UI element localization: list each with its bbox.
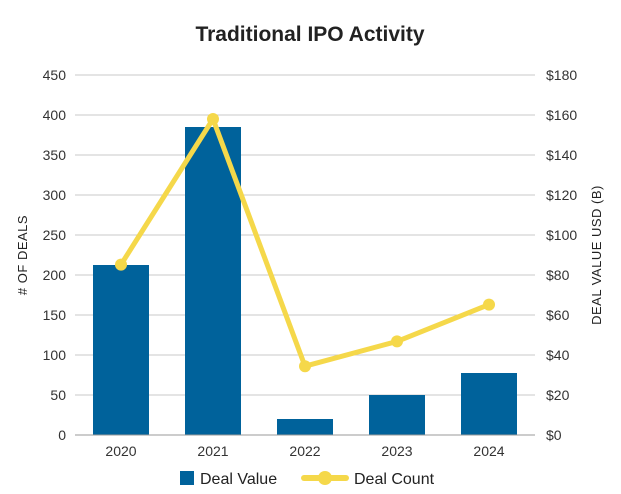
- legend-swatch-deal-count-marker: [318, 471, 332, 485]
- legend-label-deal-value: Deal Value: [200, 471, 277, 488]
- x-tick-label: 2022: [289, 443, 320, 459]
- right-tick-label: $80: [546, 267, 570, 283]
- point-deal-count: [115, 258, 127, 271]
- right-tick-label: $140: [546, 147, 577, 163]
- legend-label-deal-count: Deal Count: [354, 471, 435, 488]
- bar-deal-value: [461, 373, 517, 435]
- x-tick-label: 2021: [197, 443, 228, 459]
- left-axis-title: # OF DEALS: [15, 215, 30, 295]
- left-axis-ticks: 0 50 100 150 200 250 300 350 400 450: [43, 67, 67, 443]
- point-deal-count: [299, 360, 311, 373]
- left-tick-label: 250: [43, 227, 67, 243]
- right-tick-label: $40: [546, 347, 570, 363]
- left-tick-label: 200: [43, 267, 67, 283]
- x-tick-label: 2020: [105, 443, 136, 459]
- bar-deal-value: [185, 127, 241, 435]
- right-axis-title: DEAL VALUE USD (B): [589, 185, 604, 325]
- right-tick-label: $100: [546, 227, 577, 243]
- bar-deal-value: [369, 395, 425, 435]
- point-deal-count: [207, 113, 219, 125]
- left-tick-label: 0: [58, 427, 66, 443]
- deal-count-line: [115, 113, 495, 373]
- x-tick-label: 2023: [381, 443, 412, 459]
- left-tick-label: 50: [50, 387, 66, 403]
- point-deal-count: [391, 335, 403, 348]
- legend-swatch-deal-value: [180, 471, 194, 485]
- chart-title: Traditional IPO Activity: [195, 23, 424, 46]
- deal-value-bars: [93, 127, 517, 435]
- left-tick-label: 450: [43, 67, 67, 83]
- right-tick-label: $180: [546, 67, 577, 83]
- right-tick-label: $60: [546, 307, 570, 323]
- left-tick-label: 350: [43, 147, 67, 163]
- x-axis-ticks: 2020 2021 2022 2023 2024: [105, 443, 504, 459]
- left-tick-label: 150: [43, 307, 67, 323]
- bar-deal-value: [93, 265, 149, 435]
- right-tick-label: $120: [546, 187, 577, 203]
- x-tick-label: 2024: [473, 443, 504, 459]
- right-axis-ticks: $0 $20 $40 $60 $80 $100 $120 $140 $160 $180: [546, 67, 577, 443]
- point-deal-count: [483, 298, 495, 311]
- gridlines: [75, 74, 535, 396]
- right-tick-label: $160: [546, 107, 577, 123]
- left-tick-label: 300: [43, 187, 67, 203]
- bar-deal-value: [277, 419, 333, 435]
- left-tick-label: 400: [43, 107, 67, 123]
- right-tick-label: $20: [546, 387, 570, 403]
- line-deal-count: [118, 116, 492, 369]
- legend: Deal Value Deal Count: [180, 471, 435, 488]
- left-tick-label: 100: [43, 347, 67, 363]
- right-tick-label: $0: [546, 427, 562, 443]
